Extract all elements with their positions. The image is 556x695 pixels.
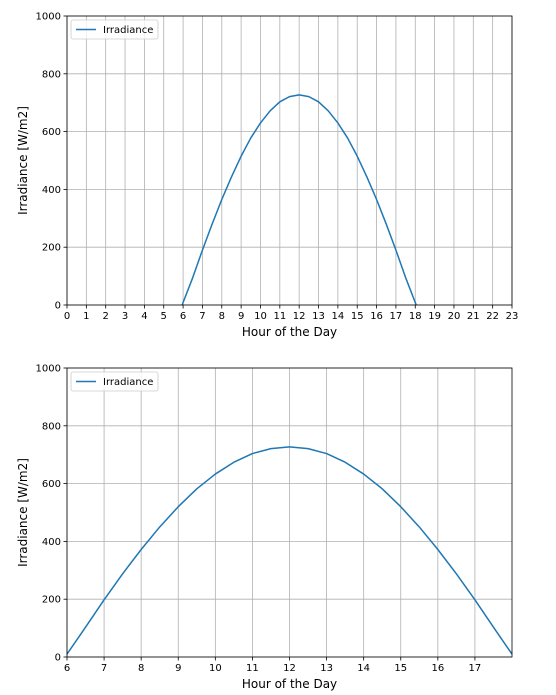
chart-top-x-tick-label: 23 [506,311,519,322]
chart-top-grid [66,15,513,306]
chart-top-x-tick-label: 13 [312,311,325,322]
chart-bottom-ticks: 6 7 8 9 10 11 12 13 14 15 16 17 0 200 400 600 800 1000 [36,364,482,675]
chart-top-x-tick-label: 6 [180,311,186,322]
chart-top-y-axis-label: Irradiance [W/m2] [16,106,30,215]
chart-bottom-x-tick-label: 12 [283,663,296,674]
chart-top-y-tick-label: 1000 [36,12,61,23]
chart-bottom-x-tick-label: 13 [320,663,333,674]
chart-top-axes [66,15,513,306]
chart-bottom-x-tick-label: 11 [246,663,259,674]
chart-top-x-tick-label: 11 [273,311,286,322]
chart-top-x-tick-label: 15 [351,311,364,322]
chart-top-x-tick-label: 10 [254,311,267,322]
chart-top-ticks: 0 1 2 3 4 5 6 7 8 9 10 11 12 13 14 15 16 17 18 19 20 21 22 2302… [36,12,519,323]
chart-bottom-legend-box [70,371,159,392]
chart-top-x-tick-label: 18 [409,311,422,322]
chart-bottom-y-tick-label: 800 [42,421,61,432]
chart-top-x-tick-label: 0 [64,311,70,322]
chart-bottom-legend: Irradiance [70,371,159,392]
chart-bottom-x-tick-label: 7 [101,663,107,674]
chart-top-legend: Irradiance [70,19,159,40]
chart-bottom-grid [66,367,512,658]
chart-bottom-series-irradiance [66,446,513,655]
chart-top-frame [66,15,513,306]
chart-top-series-irradiance [181,94,417,306]
chart-top-x-tick-label: 20 [448,311,461,322]
chart-bottom-y-axis-label: Irradiance [W/m2] [16,458,30,567]
chart-top-y-tick-label: 600 [42,127,61,138]
chart-top-x-tick-label: 4 [141,311,147,322]
chart-top-x-tick-label: 17 [390,311,403,322]
chart-bottom: 6 7 8 9 10 11 12 13 14 15 16 17 0 200 400 600 800 1000 Ho… [16,364,513,691]
chart-top-x-tick-label: 7 [199,311,205,322]
chart-bottom-x-tick-label: 10 [209,663,222,674]
chart-top-x-tick-label: 21 [467,311,480,322]
chart-top-legend-label: Irradiance [103,25,153,36]
chart-top-legend-box [70,19,159,40]
chart-top-x-tick-label: 1 [83,311,89,322]
chart-top-x-tick-label: 16 [370,311,383,322]
chart-top-x-tick-label: 5 [161,311,167,322]
chart-top-x-tick-label: 22 [486,311,499,322]
chart-top-x-tick-label: 2 [103,311,109,322]
chart-bottom-x-axis-label: Hour of the Day [242,677,337,691]
chart-top-y-tick-label: 400 [42,185,61,196]
chart-top-x-tick-label: 12 [293,311,306,322]
chart-top-x-tick-label: 14 [332,311,345,322]
chart-bottom-x-tick-label: 15 [394,663,407,674]
chart-top-x-tick-label: 9 [238,311,244,322]
chart-bottom-x-tick-label: 9 [175,663,181,674]
chart-bottom-legend-label: Irradiance [103,377,153,388]
chart-top-x-tick-label: 8 [219,311,225,322]
chart-bottom-y-tick-label: 200 [42,595,61,606]
chart-top-x-tick-label: 19 [428,311,441,322]
chart-top-x-axis-label: Hour of the Day [242,325,337,339]
chart-bottom-x-tick-label: 8 [138,663,144,674]
chart-bottom-x-tick-label: 14 [357,663,370,674]
chart-bottom-x-tick-label: 6 [64,663,70,674]
chart-bottom-y-tick-label: 0 [55,653,61,664]
chart-bottom-y-tick-label: 600 [42,479,61,490]
chart-top-x-tick-label: 3 [122,311,128,322]
chart-bottom-y-tick-label: 400 [42,537,61,548]
chart-bottom-y-tick-label: 1000 [36,364,61,375]
chart-bottom-x-tick-label: 16 [431,663,444,674]
chart-top: 0 1 2 3 4 5 6 7 8 9 10 11 12 13 14 15 16 17 18 19 20 21 22 2302… [16,12,518,340]
chart-bottom-x-tick-label: 17 [469,663,482,674]
chart-top-y-tick-label: 800 [42,69,61,80]
chart-top-y-tick-label: 200 [42,243,61,254]
chart-top-y-tick-label: 0 [55,301,61,312]
